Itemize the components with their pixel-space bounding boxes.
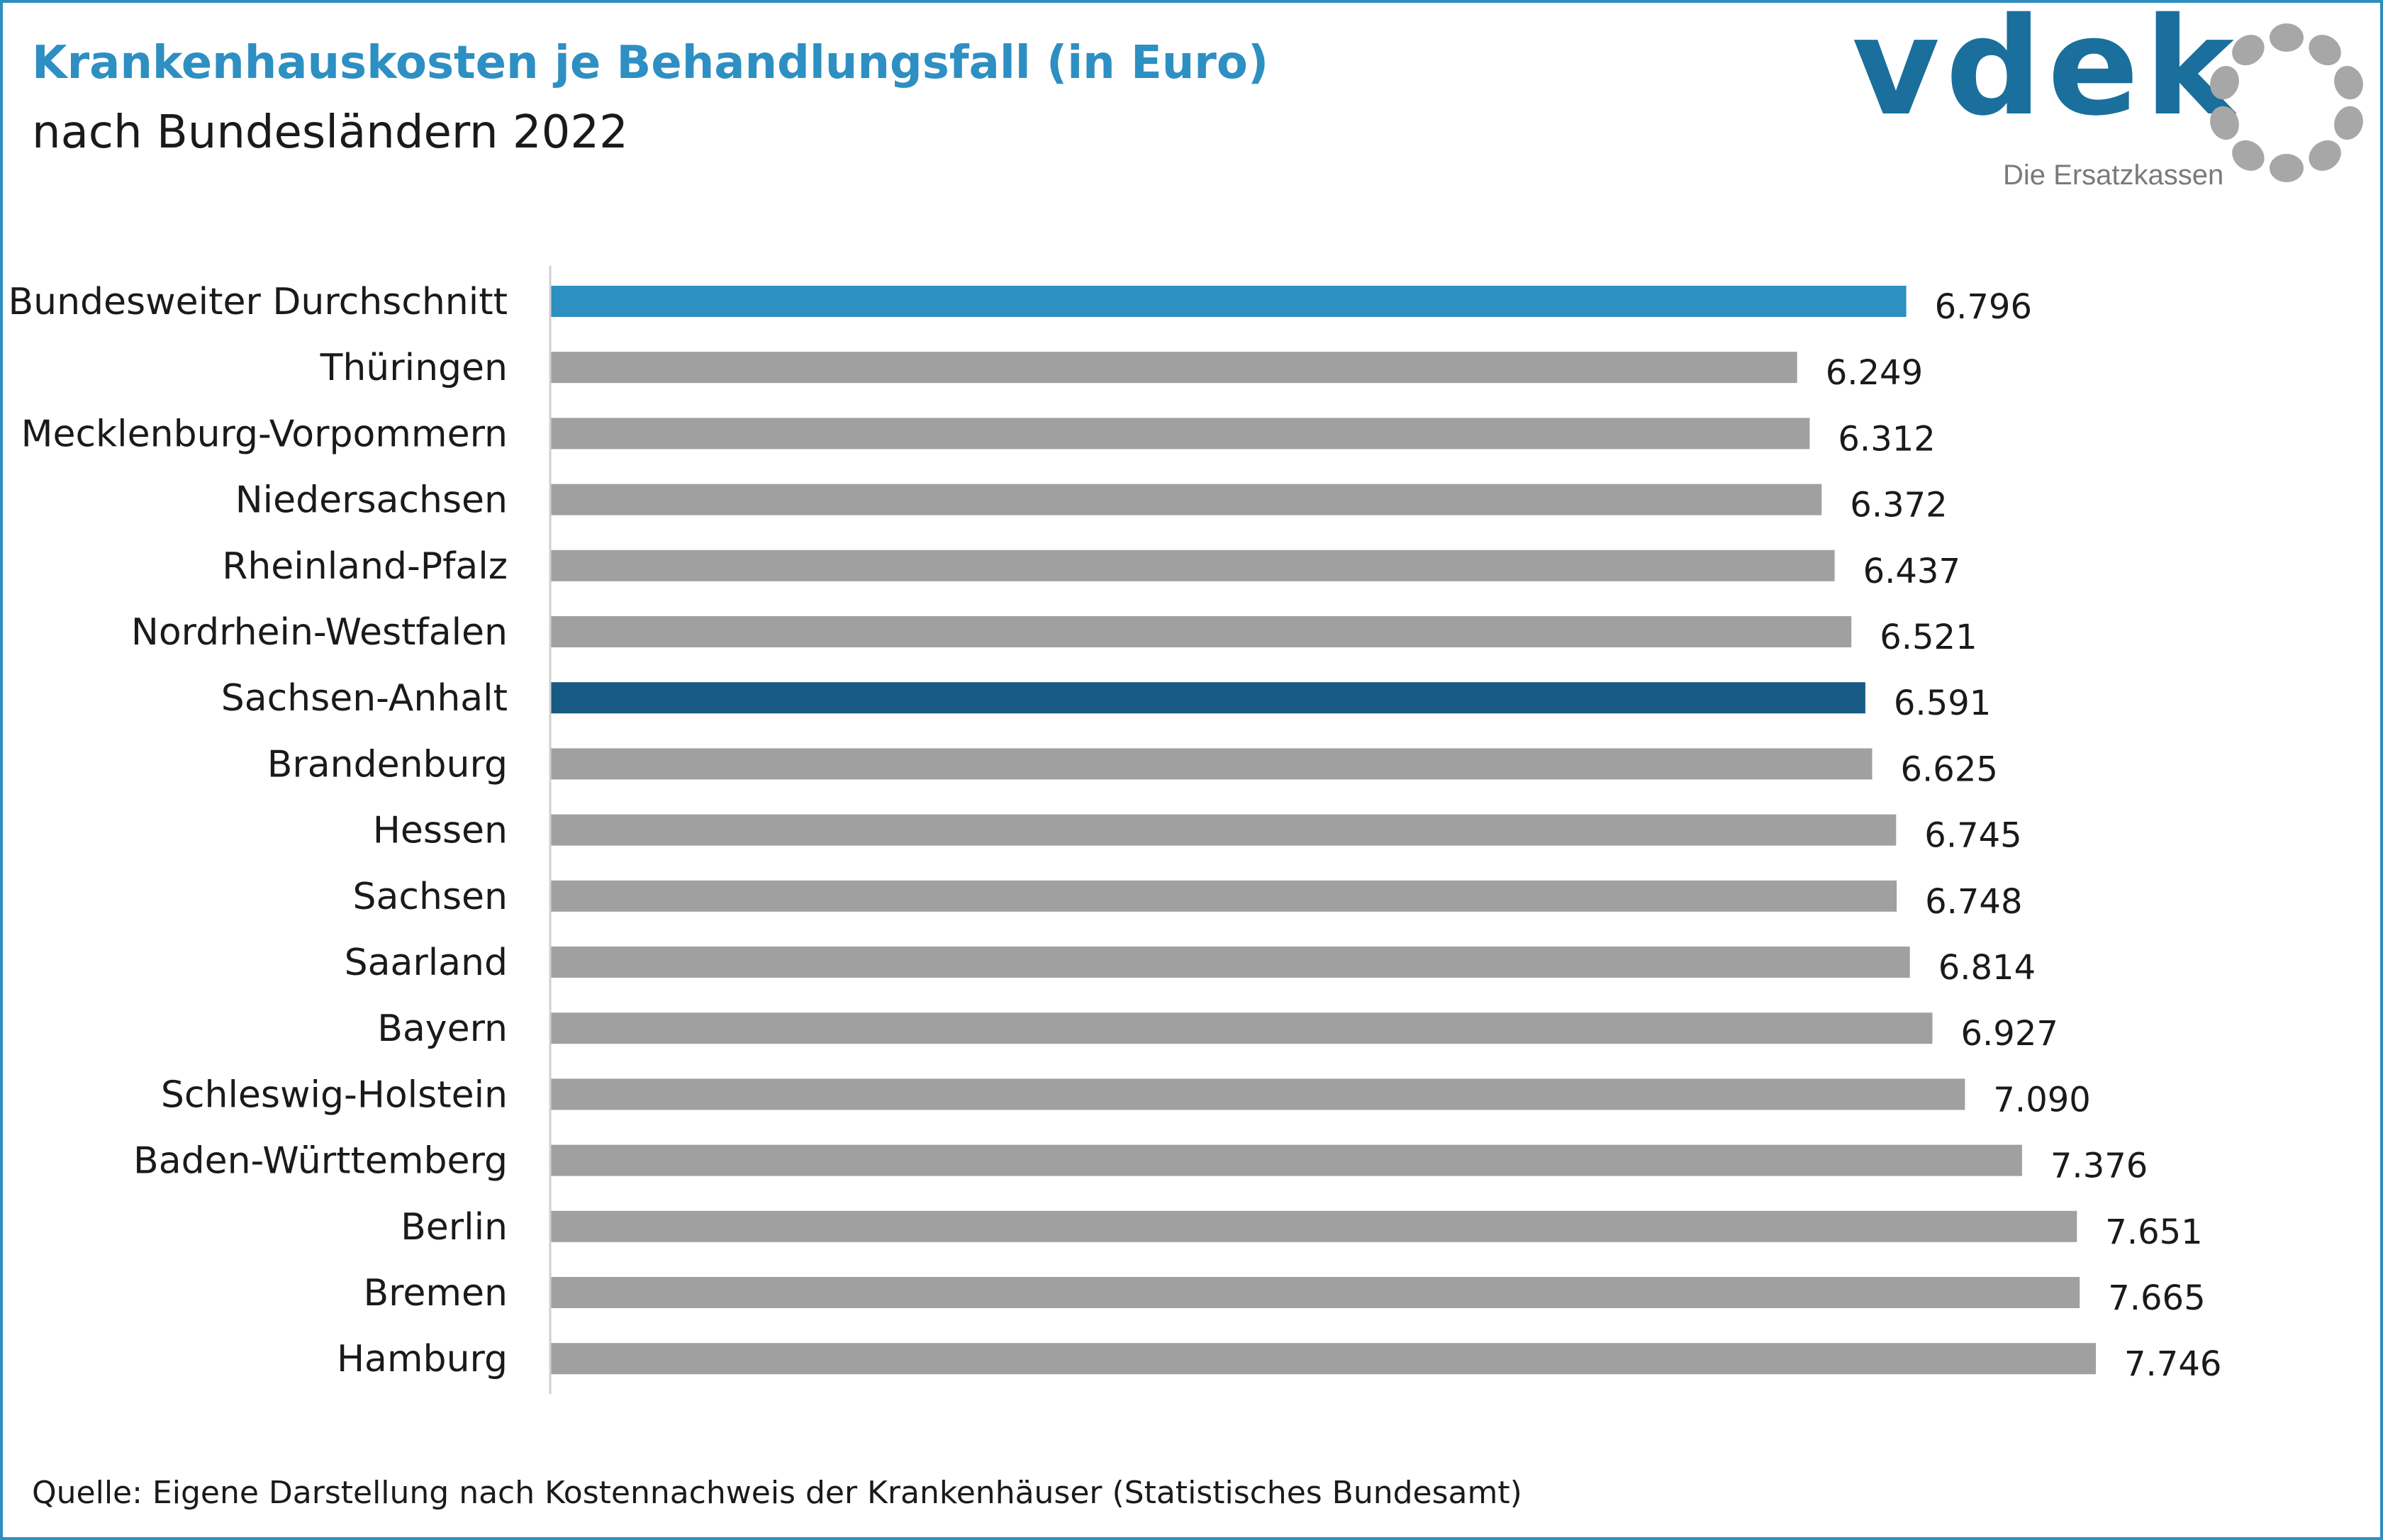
value-label: 6.249 [1826, 353, 1923, 393]
logo-tagline: Die Ersatzkassen [2003, 160, 2224, 191]
logo-ring-segment [2334, 106, 2363, 140]
value-label: 7.090 [1993, 1080, 2090, 1120]
bar [550, 1078, 1965, 1110]
category-label: Rheinland-Pfalz [222, 545, 508, 588]
value-label: 6.796 [1935, 287, 2032, 327]
bar [550, 1277, 2080, 1308]
category-label: Schleswig-Holstein [161, 1073, 508, 1116]
chart-subtitle: nach Bundesländern 2022 [32, 106, 628, 159]
bar [550, 549, 1835, 581]
bar [550, 1210, 2077, 1242]
category-label: Sachsen-Anhalt [221, 677, 508, 720]
category-label: Baden-Württemberg [133, 1140, 508, 1183]
value-label: 6.745 [1924, 816, 2021, 856]
value-label: 6.814 [1938, 948, 2036, 988]
category-label: Niedersachsen [235, 479, 508, 522]
category-label: Saarland [345, 942, 508, 984]
logo-ring-segment [2309, 35, 2341, 66]
category-label: Bundesweiter Durchschnitt [8, 281, 508, 323]
category-label: Sachsen [353, 876, 508, 918]
value-label: 7.746 [2124, 1344, 2221, 1384]
bar [550, 1343, 2096, 1375]
value-label: 7.651 [2105, 1212, 2202, 1252]
value-label: 6.625 [1901, 749, 1998, 789]
value-label: 6.312 [1838, 419, 1935, 459]
source-note: Quelle: Eigene Darstellung nach Kostenna… [32, 1475, 1522, 1511]
logo-ring-segment [2210, 65, 2239, 100]
vdek-logo: vdek Die Ersatzkassen [1843, 0, 2368, 206]
logo-ring-segment [2232, 140, 2265, 171]
category-label: Brandenburg [267, 743, 508, 786]
bar [550, 880, 1897, 912]
category-label: Hamburg [337, 1338, 508, 1380]
logo-ring-segment [2309, 140, 2341, 171]
bar [550, 947, 1910, 978]
value-label: 6.372 [1850, 486, 1947, 525]
value-label: 6.748 [1925, 882, 2022, 922]
value-label: 6.591 [1894, 683, 1991, 723]
category-label: Hessen [373, 810, 508, 852]
bar [550, 748, 1873, 780]
category-label: Bayern [377, 1008, 508, 1050]
bar [550, 352, 1797, 384]
bar [550, 616, 1852, 647]
bar [550, 286, 1907, 317]
logo-ring-segment [2270, 154, 2304, 182]
logo-ring-segment [2232, 35, 2265, 66]
category-label: Berlin [401, 1206, 508, 1249]
bar [550, 814, 1897, 846]
bar [550, 1012, 1933, 1044]
logo-ring-segment [2270, 23, 2304, 52]
value-label: 6.521 [1880, 618, 1977, 657]
logo-ring-segment [2210, 106, 2239, 140]
bar [550, 1144, 2022, 1176]
category-label: Mecklenburg-Vorpommern [21, 413, 508, 455]
value-label: 7.376 [2050, 1146, 2148, 1186]
chart-title: Krankenhauskosten je Behandlungsfall (in… [32, 37, 1269, 89]
value-label: 6.437 [1863, 552, 1960, 591]
value-label: 7.665 [2108, 1278, 2205, 1318]
bar [550, 418, 1810, 450]
value-label: 6.927 [1961, 1014, 2058, 1054]
bar [550, 484, 1822, 515]
bar [550, 682, 1865, 714]
category-label: Bremen [363, 1272, 508, 1315]
logo-ring-icon [2210, 23, 2363, 182]
logo-wordmark: vdek [1852, 0, 2240, 145]
category-label: Nordrhein-Westfalen [131, 611, 508, 654]
category-label: Thüringen [320, 347, 508, 389]
logo-ring-segment [2334, 65, 2363, 100]
